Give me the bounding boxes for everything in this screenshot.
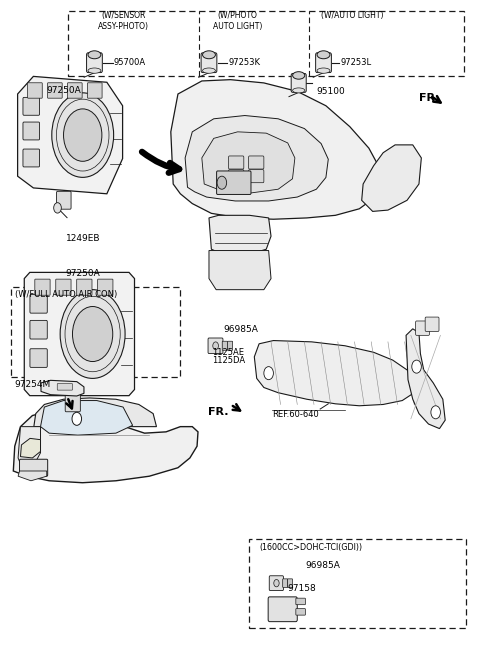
Circle shape (274, 580, 279, 587)
FancyBboxPatch shape (222, 341, 228, 350)
Text: (W/FULL AUTO AIR CON): (W/FULL AUTO AIR CON) (15, 290, 117, 299)
Text: 97253L: 97253L (340, 58, 372, 67)
Text: 97254M: 97254M (15, 380, 51, 389)
FancyBboxPatch shape (20, 459, 48, 476)
Text: 97253K: 97253K (228, 58, 260, 67)
FancyBboxPatch shape (249, 156, 264, 169)
Polygon shape (18, 426, 40, 470)
Circle shape (217, 176, 227, 189)
FancyBboxPatch shape (228, 170, 244, 183)
Polygon shape (209, 215, 271, 255)
FancyBboxPatch shape (65, 393, 80, 412)
Circle shape (63, 109, 102, 161)
Text: (W/AUTO LIGHT): (W/AUTO LIGHT) (321, 11, 384, 20)
Text: (W/PHOTO
AUTO LIGHT): (W/PHOTO AUTO LIGHT) (213, 11, 262, 31)
FancyBboxPatch shape (425, 317, 439, 331)
FancyBboxPatch shape (216, 171, 251, 195)
FancyBboxPatch shape (288, 579, 293, 588)
FancyBboxPatch shape (23, 149, 39, 167)
Text: 95100: 95100 (316, 87, 345, 96)
FancyBboxPatch shape (30, 295, 47, 313)
Circle shape (72, 307, 113, 362)
FancyBboxPatch shape (77, 279, 92, 295)
FancyBboxPatch shape (57, 191, 71, 209)
FancyBboxPatch shape (30, 348, 47, 367)
Ellipse shape (88, 51, 101, 59)
Polygon shape (40, 401, 132, 435)
Ellipse shape (88, 68, 101, 73)
FancyBboxPatch shape (228, 156, 244, 169)
Polygon shape (24, 272, 134, 396)
FancyBboxPatch shape (291, 73, 306, 92)
FancyBboxPatch shape (201, 53, 217, 73)
Ellipse shape (203, 51, 216, 59)
Polygon shape (18, 77, 122, 194)
Text: 97250A: 97250A (66, 269, 101, 278)
FancyBboxPatch shape (28, 83, 42, 98)
Ellipse shape (203, 68, 216, 73)
Circle shape (54, 202, 61, 213)
FancyBboxPatch shape (87, 83, 102, 98)
FancyBboxPatch shape (283, 579, 288, 588)
Text: 97250A: 97250A (47, 86, 82, 96)
FancyBboxPatch shape (268, 597, 297, 622)
Polygon shape (362, 145, 421, 212)
Text: 96985A: 96985A (306, 561, 341, 570)
Text: 1125AE: 1125AE (212, 348, 244, 357)
Text: FR.: FR. (419, 93, 440, 103)
Text: REF.60-640: REF.60-640 (273, 409, 319, 419)
Circle shape (72, 412, 82, 425)
FancyBboxPatch shape (56, 279, 71, 295)
Text: (1600CC>DOHC-TCI(GDI)): (1600CC>DOHC-TCI(GDI)) (259, 543, 362, 552)
FancyBboxPatch shape (208, 338, 223, 354)
FancyBboxPatch shape (57, 384, 72, 390)
Ellipse shape (293, 71, 305, 79)
Polygon shape (34, 398, 156, 426)
FancyBboxPatch shape (23, 98, 39, 115)
Bar (68, 11, 464, 77)
Text: 95700A: 95700A (114, 58, 145, 67)
Circle shape (213, 342, 218, 350)
FancyBboxPatch shape (97, 279, 113, 295)
Circle shape (52, 93, 114, 178)
Polygon shape (185, 115, 328, 201)
FancyBboxPatch shape (86, 53, 102, 73)
Polygon shape (202, 132, 295, 193)
Polygon shape (41, 381, 84, 396)
FancyBboxPatch shape (48, 83, 62, 98)
FancyBboxPatch shape (269, 576, 284, 591)
FancyBboxPatch shape (35, 279, 50, 295)
Bar (249, 540, 466, 627)
Ellipse shape (293, 88, 305, 93)
Bar (11, 287, 180, 377)
Ellipse shape (317, 68, 330, 73)
Text: 1125DA: 1125DA (212, 356, 245, 365)
Polygon shape (171, 80, 379, 219)
Ellipse shape (317, 51, 330, 59)
Text: FR.: FR. (207, 407, 228, 417)
FancyBboxPatch shape (416, 321, 430, 335)
FancyBboxPatch shape (68, 83, 82, 98)
Text: 96985A: 96985A (223, 325, 258, 334)
Circle shape (431, 405, 441, 419)
Circle shape (412, 360, 421, 373)
Polygon shape (21, 438, 40, 458)
Circle shape (264, 367, 274, 380)
FancyBboxPatch shape (23, 122, 39, 140)
Polygon shape (13, 411, 198, 483)
Polygon shape (406, 329, 445, 428)
Text: 97158: 97158 (288, 584, 316, 593)
FancyBboxPatch shape (228, 341, 233, 350)
Polygon shape (254, 341, 417, 405)
Polygon shape (18, 471, 47, 481)
FancyBboxPatch shape (249, 170, 264, 183)
Circle shape (60, 290, 125, 379)
Text: (W/SENSOR
ASSY-PHOTO): (W/SENSOR ASSY-PHOTO) (97, 11, 149, 31)
FancyBboxPatch shape (296, 598, 305, 605)
Text: 1249EB: 1249EB (66, 234, 100, 243)
Polygon shape (209, 251, 271, 290)
FancyBboxPatch shape (30, 320, 47, 339)
FancyBboxPatch shape (296, 608, 305, 615)
FancyBboxPatch shape (316, 53, 331, 73)
